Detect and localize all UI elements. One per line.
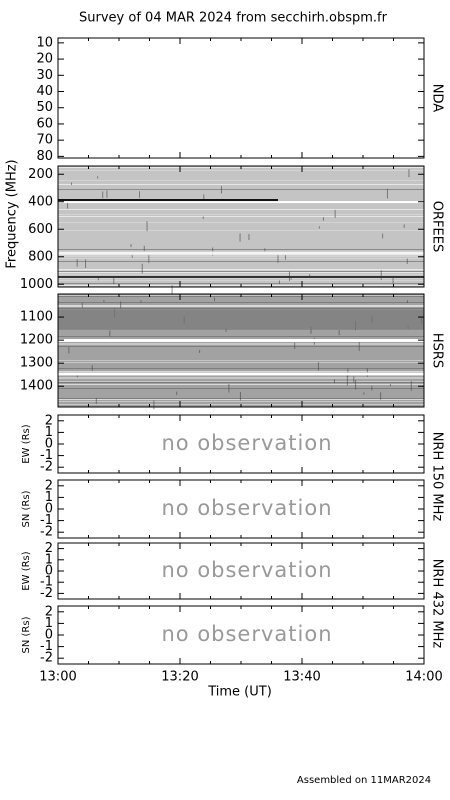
annotation: no observation — [161, 496, 332, 520]
y-tick-label: 40 — [36, 84, 53, 99]
y-tick-label: 600 — [28, 222, 53, 237]
y-tick-label: 2 — [45, 413, 53, 428]
side-label: HSRS — [430, 333, 445, 368]
title: Survey of 04 MAR 2024 from secchirh.obsp… — [79, 11, 388, 26]
y-tick-label: 1 — [45, 490, 53, 505]
y-tick-label: 0 — [45, 564, 53, 579]
side-label: NRH 432 MHz — [430, 559, 445, 649]
y-tick-label: 30 — [36, 68, 53, 83]
band — [58, 199, 278, 202]
y-tick-label: 1200 — [20, 333, 53, 348]
spectrogram-bg — [58, 166, 424, 287]
band — [58, 338, 424, 342]
side-label: NRH 150 MHz — [430, 432, 445, 522]
x-tick-label: 13:40 — [283, 670, 320, 685]
y-tick-label: 200 — [28, 167, 53, 182]
panel-y-label: SN (Rs) — [21, 490, 32, 527]
y-tick-label: -2 — [40, 525, 53, 540]
y-tick-label: -2 — [40, 586, 53, 601]
y-tick-label: 1 — [45, 552, 53, 567]
band — [58, 372, 424, 376]
y-tick-label: 1 — [45, 616, 53, 631]
y-tick-label: 70 — [36, 133, 53, 148]
annotation: no observation — [161, 431, 332, 455]
y-tick-label: 0 — [45, 502, 53, 517]
y-tick-label: 80 — [36, 149, 53, 164]
y-tick-label: -1 — [40, 448, 53, 463]
panel-y-label: EW (Rs) — [21, 424, 32, 463]
y-tick-label: 20 — [36, 52, 53, 67]
y-tick-label: 1300 — [20, 356, 53, 371]
y-tick-label: -2 — [40, 460, 53, 475]
x-tick-label: 13:20 — [161, 670, 198, 685]
y-tick-label: 800 — [28, 249, 53, 264]
band — [58, 307, 424, 330]
y-tick-label: -1 — [40, 575, 53, 590]
x-tick-label: 13:00 — [39, 670, 76, 685]
y-tick-label: 60 — [36, 116, 53, 131]
x-axis-label: Time (UT) — [207, 685, 272, 700]
annotation: no observation — [161, 558, 332, 582]
y-tick-label: -1 — [40, 639, 53, 654]
y-tick-label: 2 — [45, 541, 53, 556]
annotation: no observation — [161, 622, 332, 646]
y-tick-label: 2 — [45, 478, 53, 493]
band — [58, 276, 424, 278]
y-tick-label: 1 — [45, 425, 53, 440]
y-tick-label: 10 — [36, 35, 53, 50]
y-tick-label: 50 — [36, 100, 53, 115]
panel-y-label: EW (Rs) — [21, 551, 32, 590]
y-axis-label: Frequency (MHz) — [5, 159, 20, 268]
panel-y-label: SN (Rs) — [21, 616, 32, 653]
band — [58, 251, 424, 256]
y-tick-label: 1100 — [20, 310, 53, 325]
side-label: ORFEES — [430, 201, 445, 252]
panel-frame — [57, 37, 425, 159]
y-tick-label: 0 — [45, 628, 53, 643]
y-tick-label: 0 — [45, 437, 53, 452]
y-tick-label: -1 — [40, 513, 53, 528]
side-label: NDA — [430, 84, 445, 113]
y-tick-label: 2 — [45, 604, 53, 619]
y-tick-label: 1000 — [20, 277, 53, 292]
x-tick-label: 14:00 — [405, 670, 442, 685]
y-tick-label: 1400 — [20, 379, 53, 394]
y-tick-label: -2 — [40, 651, 53, 666]
footer: Assembled on 11MAR2024 — [297, 775, 431, 786]
y-tick-label: 400 — [28, 194, 53, 209]
band — [58, 201, 424, 204]
